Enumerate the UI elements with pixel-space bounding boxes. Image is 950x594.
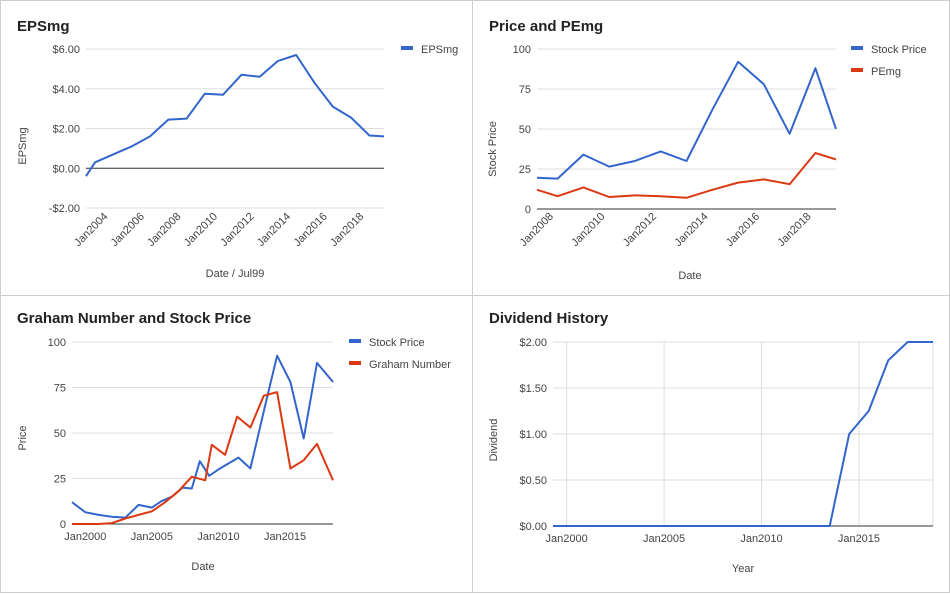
chart-price-pemg: Price and PEmg 0 25 50 75 100 Jan2008 Jan2010 J… — [487, 18, 927, 282]
x-tick-label: Jan2000 — [64, 531, 106, 543]
chart-epsmg: EPSmg -$2.00$0.00$2.00$4.00$6.00Jan2004J… — [17, 18, 458, 280]
series-line — [536, 60, 837, 180]
legend-swatch — [349, 361, 361, 365]
legend-label: Stock Price — [369, 337, 425, 349]
series-line — [553, 341, 933, 527]
x-tick-label: Jan2000 — [546, 533, 588, 545]
x-axis-label: Date — [191, 561, 214, 573]
legend-label: PEmg — [871, 66, 901, 78]
x-tick-label: Jan2018 — [328, 211, 366, 249]
y-tick-label: 0 — [60, 519, 66, 531]
x-axis-label: Year — [732, 563, 755, 575]
y-tick-label: -$2.00 — [49, 203, 80, 215]
chart-title: EPSmg — [17, 18, 70, 35]
x-tick-label: Jan2016 — [724, 211, 762, 249]
legend-swatch — [851, 68, 863, 72]
x-tick-label: Jan2012 — [621, 211, 659, 249]
legend-swatch — [851, 46, 863, 50]
chart-title: Dividend History — [489, 310, 609, 327]
x-axis-label: Date — [678, 270, 701, 282]
y-tick-label: $2.00 — [52, 124, 80, 136]
y-tick-label: 100 — [513, 44, 531, 56]
y-axis-label: Price — [17, 425, 29, 450]
legend-label: Graham Number — [369, 359, 451, 371]
legend-label: EPSmg — [421, 44, 458, 56]
chart-panel-epsmg: EPSmg -$2.00 $0.00 $2.00 $4.00 $6.00 Jan2004 J… — [0, 0, 473, 296]
y-tick-label: $4.00 — [52, 84, 80, 96]
y-tick-label: 75 — [54, 383, 66, 395]
x-tick-label: Jan2014 — [255, 211, 293, 249]
series-line — [536, 152, 837, 199]
x-tick-label: Jan2016 — [291, 211, 329, 249]
series-line — [85, 54, 385, 177]
x-tick-label: Jan2010 — [182, 211, 220, 249]
x-tick-label: Jan2008 — [145, 211, 183, 249]
chart-graham: Graham Number and Stock Price 0 25 50 75 100… — [17, 310, 451, 573]
y-tick-label: 50 — [54, 428, 66, 440]
y-tick-label: $2.00 — [519, 337, 547, 349]
series-line — [71, 354, 334, 519]
legend-label: Stock Price — [871, 44, 927, 56]
x-tick-label: Jan2010 — [740, 533, 782, 545]
y-tick-label: 25 — [519, 164, 531, 176]
chart-panel-dividend: Dividend History $0.00 $0.50 $1.00 $1.50 $2.… — [472, 295, 950, 593]
chart-title: Price and PEmg — [489, 18, 603, 35]
y-axis-label: Stock Price — [487, 121, 499, 177]
chart-title: Graham Number and Stock Price — [17, 310, 251, 327]
y-tick-label: 100 — [48, 337, 66, 349]
y-tick-label: 75 — [519, 84, 531, 96]
x-tick-label: Jan2014 — [672, 211, 710, 249]
y-axis-label: Dividend — [488, 419, 500, 462]
x-tick-label: Jan2018 — [775, 211, 813, 249]
x-axis-label: Date / Jul99 — [206, 268, 265, 280]
x-tick-label: Jan2005 — [131, 531, 173, 543]
y-tick-label: $6.00 — [52, 44, 80, 56]
y-tick-label: 50 — [519, 124, 531, 136]
x-tick-label: Jan2015 — [838, 533, 880, 545]
y-tick-label: 0 — [525, 204, 531, 216]
x-tick-label: Jan2008 — [518, 211, 556, 249]
series-line — [72, 391, 334, 525]
x-tick-label: Jan2010 — [197, 531, 239, 543]
legend-swatch — [401, 46, 413, 50]
x-tick-label: Jan2005 — [643, 533, 685, 545]
x-tick-label: Jan2012 — [218, 211, 256, 249]
chart-panel-graham: Graham Number and Stock Price 0 25 50 75 100… — [0, 295, 473, 593]
x-tick-label: Jan2015 — [264, 531, 306, 543]
x-tick-label: Jan2006 — [109, 211, 147, 249]
x-tick-label: Jan2010 — [569, 211, 607, 249]
y-tick-label: $1.50 — [519, 383, 547, 395]
y-tick-label: $1.00 — [519, 429, 547, 441]
y-tick-label: 25 — [54, 474, 66, 486]
y-tick-label: $0.50 — [519, 475, 547, 487]
legend-swatch — [349, 339, 361, 343]
chart-dividend: Dividend History $0.00 $0.50 $1.00 $1.50 $2.… — [488, 310, 934, 575]
y-axis-label: EPSmg — [17, 127, 29, 164]
chart-panel-price-pemg: Price and PEmg 0 25 50 75 100 Jan2008 Jan2010 J… — [472, 0, 950, 296]
y-tick-label: $0.00 — [519, 521, 547, 533]
y-tick-label: $0.00 — [52, 163, 80, 175]
x-tick-label: Jan2004 — [72, 211, 110, 249]
